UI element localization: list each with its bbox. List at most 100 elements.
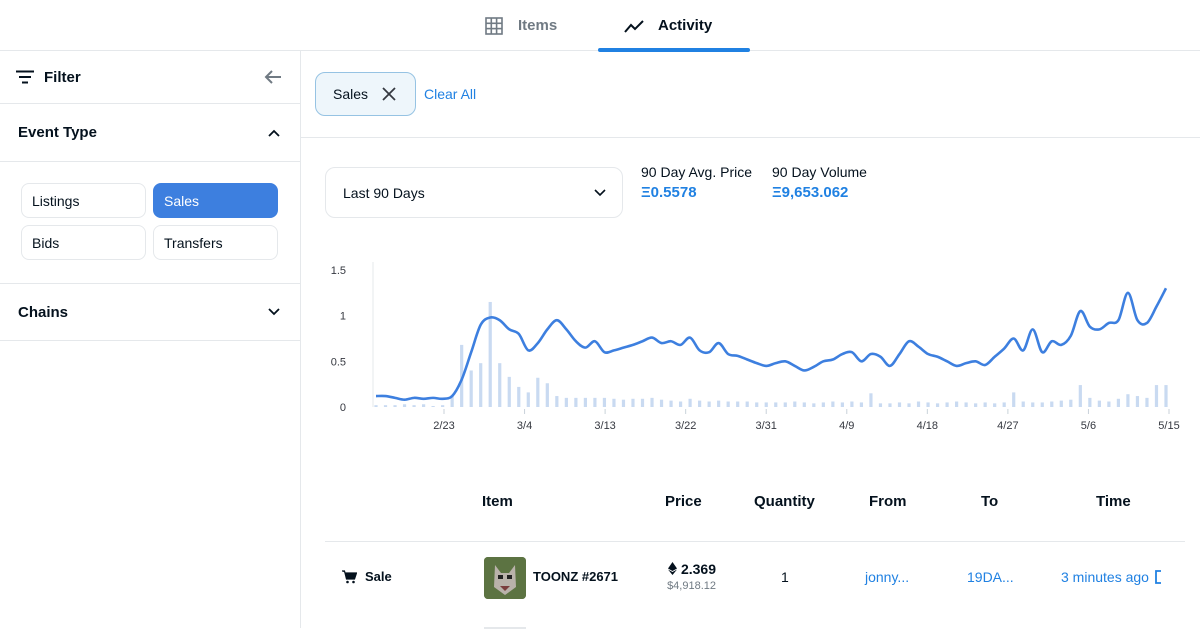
volume-bar [441,405,445,407]
chevron-up-icon [268,129,280,137]
volume-bar [650,397,654,407]
volume-bar [859,402,864,407]
chains-header[interactable]: Chains [0,284,300,341]
event-cell: Sale [342,569,392,584]
volume-bar [1069,399,1073,407]
volume-bar [840,402,844,407]
x-tick-label: 2/23 [433,420,454,432]
volume-bar [421,404,426,407]
price-eth: 2.369 [660,561,716,577]
volume-bar [698,400,702,407]
volume-bar [1050,401,1054,407]
volume-bar [793,401,797,407]
volume-stat: 90 Day Volume Ξ9,653.062 [772,164,867,201]
avg-price-stat: 90 Day Avg. Price Ξ0.5578 [641,164,752,201]
collapse-arrow-icon[interactable] [264,69,282,85]
tab-items[interactable]: Items [484,0,557,51]
event-option-transfers[interactable]: Transfers [153,225,278,260]
chains-title: Chains [18,303,69,321]
table-header: Item Price Quantity From To Time [325,485,1185,542]
time-link[interactable]: 3 minutes ago [1061,569,1165,585]
x-tick-label: 3/22 [675,420,696,432]
y-tick-label: 1.5 [331,265,346,277]
close-icon[interactable] [382,87,396,101]
col-time: Time [1096,493,1131,510]
volume-bar [1031,402,1035,407]
volume-bar [745,401,749,407]
x-tick-label: 3/4 [517,420,532,432]
volume-bar [755,402,759,407]
clear-all-button[interactable]: Clear All [424,86,477,102]
x-tick-label: 4/18 [917,420,938,432]
volume-bar [393,405,397,407]
volume-bar [869,393,873,407]
volume-bar [412,405,416,407]
x-tick-label: 4/9 [839,420,854,432]
volume-bar [517,386,521,407]
volume-bar [964,402,968,407]
volume-bar [498,363,502,407]
volume-bar [831,401,835,407]
volume-bar [926,402,930,407]
item-name[interactable]: TOONZ #2671 [533,569,619,584]
volume-bar [907,403,911,407]
event-type-header[interactable]: Event Type [0,104,300,162]
col-from: From [869,493,907,510]
from-link[interactable]: jonny... [865,569,910,585]
volume-bar [488,301,492,407]
volume-bar [564,397,568,407]
volume-bar [1088,397,1092,407]
volume-bar [479,363,483,407]
volume-bar [783,402,787,407]
cart-icon [342,569,357,583]
event-type-title: Event Type [18,124,97,141]
filter-sidebar: Filter Event Type Listings Sales Bids Tr… [0,51,301,628]
event-option-bids[interactable]: Bids [21,225,146,260]
event-option-listings[interactable]: Listings [21,183,146,218]
volume-bar [974,403,978,407]
volume-bar [821,402,825,407]
volume-bar [602,397,607,407]
volume-bar [574,397,578,407]
y-tick-label: 0.5 [331,356,346,368]
volume-bar [850,401,854,407]
volume-bar [555,396,559,407]
volume-bar [678,401,683,407]
volume-bar [916,401,921,407]
volume-bar [878,403,883,407]
volume-bar [1002,402,1006,407]
event-option-sales[interactable]: Sales [153,183,278,218]
volume-bar [460,344,464,407]
x-tick-label: 4/27 [997,420,1018,432]
volume-bar [536,377,540,407]
volume-bar [993,403,997,407]
volume-bar [402,404,407,407]
volume-bar [583,397,587,407]
volume-bar [1040,402,1044,407]
tab-activity-label: Activity [658,17,713,34]
item-thumbnail[interactable] [484,557,526,599]
volume-bar [935,403,940,407]
volume-bar [774,402,778,407]
volume-bar [450,396,454,407]
filter-chip-sales[interactable]: Sales [315,72,416,116]
filter-chip-label: Sales [333,86,369,102]
period-select[interactable]: Last 90 Days [325,167,623,218]
volume-bar [1097,400,1101,407]
tab-items-label: Items [518,17,558,34]
tab-activity[interactable]: Activity [598,0,750,52]
y-tick-label: 0 [340,402,346,414]
volume-bar [955,401,959,407]
volume-bar [707,401,711,407]
trending-icon [624,19,644,33]
volume-label: 90 Day Volume [772,164,867,180]
volume-bar [669,400,673,407]
volume-bar [507,376,511,407]
volume-bar [612,398,616,407]
volume-bar [631,398,635,407]
volume-bar [621,399,626,407]
quantity-cell: 1 [781,569,789,585]
to-link[interactable]: 19DA... [967,569,1014,585]
volume-value: Ξ9,653.062 [772,184,849,201]
table-row[interactable]: Sale TOONZ #2671 2.369 $4,918.12 1 jonny… [325,542,1200,629]
